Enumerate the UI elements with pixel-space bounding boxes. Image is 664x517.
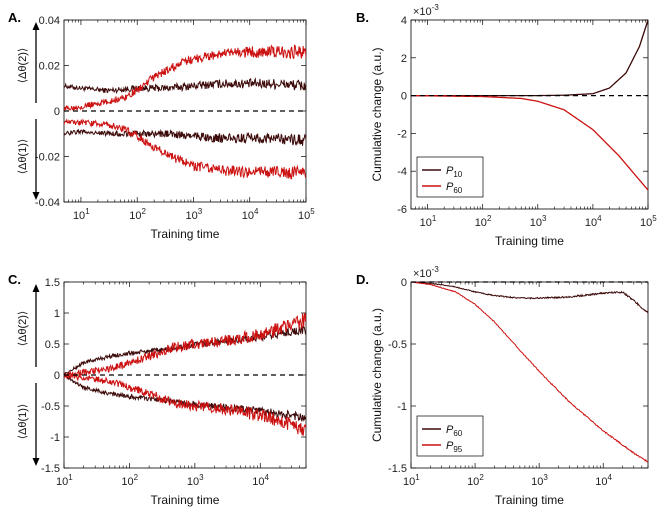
panel-label: B. bbox=[356, 10, 369, 25]
y-tick-label: -6 bbox=[397, 204, 407, 216]
y-tick-label: -0.5 bbox=[388, 339, 407, 351]
y-multiplier: ×10-3 bbox=[413, 3, 439, 18]
legend-label: P60 bbox=[446, 181, 463, 195]
x-tick-label: 104 bbox=[252, 473, 269, 488]
x-tick-label: 101 bbox=[420, 214, 437, 229]
series-p60 bbox=[411, 282, 648, 314]
x-tick-label: 104 bbox=[585, 214, 602, 229]
x-tick-label: 102 bbox=[121, 473, 138, 488]
upper-side-label: ⟨Δθ(2)⟩ bbox=[17, 311, 29, 347]
x-tick-label: 104 bbox=[595, 473, 612, 488]
x-axis-label: Training time bbox=[151, 493, 220, 507]
series-p10-upper bbox=[64, 77, 306, 95]
panel-label: C. bbox=[8, 272, 21, 287]
x-tick-label: 105 bbox=[640, 214, 657, 229]
y-axis-label: Cumulative change (a.u.) bbox=[370, 47, 384, 181]
y-tick-label: 0 bbox=[54, 106, 60, 118]
upper-side-label: ⟨Δθ(2)⟩ bbox=[17, 48, 29, 84]
y-tick-label: -4 bbox=[397, 166, 407, 178]
series-p10 bbox=[411, 20, 648, 97]
y-tick-label: -2 bbox=[397, 128, 407, 140]
x-tick-label: 101 bbox=[403, 473, 420, 488]
legend-label: P95 bbox=[446, 440, 463, 454]
y-tick-label: -1 bbox=[50, 432, 60, 444]
x-axis-label: Training time bbox=[151, 227, 220, 241]
x-tick-label: 102 bbox=[129, 207, 146, 222]
x-axis-label: Training time bbox=[495, 493, 564, 507]
up-arrow-head bbox=[32, 22, 40, 30]
series-p95 bbox=[411, 282, 648, 463]
legend-label: P60 bbox=[446, 424, 463, 438]
x-tick-label: 103 bbox=[531, 473, 548, 488]
y-tick-label: 1 bbox=[54, 308, 60, 320]
panel-label: D. bbox=[356, 272, 369, 287]
y-tick-label: 0.02 bbox=[39, 61, 60, 73]
down-arrow-head bbox=[32, 192, 40, 200]
x-axis-label: Training time bbox=[495, 234, 564, 248]
x-tick-label: 101 bbox=[56, 473, 73, 488]
y-tick-label: 2 bbox=[401, 53, 407, 65]
x-tick-label: 102 bbox=[475, 214, 492, 229]
y-tick-label: 0.5 bbox=[45, 339, 60, 351]
series-p60-upper bbox=[64, 44, 306, 112]
series-p95-upper bbox=[64, 312, 306, 378]
y-tick-label: -1.5 bbox=[388, 463, 407, 475]
y-tick-label: 4 bbox=[401, 15, 407, 27]
x-tick-label: 103 bbox=[187, 473, 204, 488]
y-tick-label: 0 bbox=[401, 91, 407, 103]
panel-B: B. 101 102 103 104 105 4 2 0 -2 -4 -6 Training time C… bbox=[356, 3, 657, 248]
y-tick-label: -1 bbox=[397, 401, 407, 413]
y-tick-label: 0 bbox=[401, 277, 407, 289]
legend-label: P10 bbox=[446, 165, 463, 179]
lower-side-label: ⟨Δθ(1)⟩ bbox=[17, 404, 29, 440]
up-arrow-head bbox=[32, 284, 40, 292]
y-tick-label: -0.5 bbox=[41, 401, 60, 413]
panel-D: D. 101 102 103 104 0 -0.5 -1 -1.5 Training time Cu… bbox=[356, 265, 649, 507]
x-tick-label: 105 bbox=[298, 207, 315, 222]
x-tick-label: 101 bbox=[73, 207, 90, 222]
legend-box bbox=[416, 156, 484, 198]
x-tick-label: 104 bbox=[242, 207, 259, 222]
x-tick-label: 103 bbox=[530, 214, 547, 229]
down-arrow-head bbox=[32, 458, 40, 466]
series-p95-lower bbox=[64, 372, 306, 436]
legend-box bbox=[416, 415, 484, 457]
series-p60-upper bbox=[64, 325, 306, 377]
y-axis-label: Cumulative change (a.u.) bbox=[370, 308, 384, 442]
y-tick-label: -0.04 bbox=[35, 197, 60, 209]
panel-A: A. 101 102 103 104 105 0.04 0.02 0 -0.02 -0.04 Trai… bbox=[8, 10, 315, 241]
series-p10-lower bbox=[64, 128, 306, 146]
series-p60-lower bbox=[64, 118, 306, 180]
lower-side-label: ⟨Δθ(1)⟩ bbox=[17, 139, 29, 175]
y-tick-label: -1.5 bbox=[41, 463, 60, 475]
x-tick-label: 103 bbox=[185, 207, 202, 222]
y-tick-label: 1.5 bbox=[45, 277, 60, 289]
y-tick-label: -0.02 bbox=[35, 152, 60, 164]
panel-label: A. bbox=[8, 10, 21, 25]
y-multiplier: ×10-3 bbox=[413, 265, 439, 280]
panel-C: C. 101 102 103 104 1.5 1 0.5 0 -0.5 -1 -1.5 Training… bbox=[8, 272, 307, 507]
y-tick-label: 0.04 bbox=[39, 15, 60, 27]
x-tick-label: 102 bbox=[467, 473, 484, 488]
y-tick-label: 0 bbox=[54, 370, 60, 382]
